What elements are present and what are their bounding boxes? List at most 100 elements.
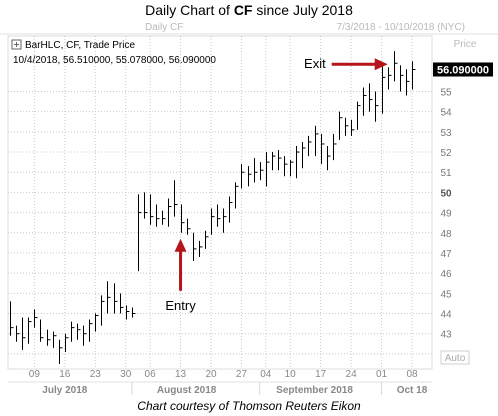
last-price-tag: 56.090000 bbox=[433, 62, 493, 76]
price-bar bbox=[388, 67, 392, 90]
price-bar bbox=[138, 194, 142, 272]
price-bar bbox=[284, 156, 288, 177]
y-tick-label: 45 bbox=[440, 289, 452, 300]
series-legend[interactable]: BarHLC, CF, Trade Price bbox=[11, 39, 135, 51]
y-axis-ticks: 4243444546474849505152535455 bbox=[440, 87, 452, 360]
price-bar bbox=[217, 204, 221, 227]
price-bar bbox=[199, 240, 203, 257]
x-tick-label: 30 bbox=[120, 369, 132, 380]
x-tick-label: 20 bbox=[205, 369, 217, 380]
price-bar bbox=[59, 339, 63, 364]
price-bar bbox=[248, 166, 252, 187]
price-bar bbox=[345, 117, 349, 136]
x-tick-label: 13 bbox=[175, 369, 187, 380]
price-bar bbox=[296, 145, 300, 179]
price-bar bbox=[71, 321, 75, 342]
price-bar bbox=[235, 182, 239, 209]
price-bar bbox=[375, 91, 379, 122]
price-bar bbox=[315, 125, 319, 157]
x-tick-label: 10 bbox=[285, 369, 297, 380]
price-bar bbox=[363, 87, 367, 116]
price-bar bbox=[162, 210, 166, 225]
price-bar bbox=[406, 69, 410, 96]
price-bar bbox=[150, 194, 154, 225]
price-bar bbox=[120, 293, 124, 314]
price-bar bbox=[168, 198, 172, 227]
price-bar bbox=[308, 135, 312, 157]
price-bar bbox=[126, 305, 130, 320]
price-bar bbox=[278, 150, 282, 171]
y-tick-label: 44 bbox=[440, 310, 452, 321]
plot-area bbox=[7, 35, 433, 370]
y-tick-label: 48 bbox=[440, 229, 452, 240]
ohlc-bars bbox=[10, 51, 416, 364]
x-tick-label: 24 bbox=[346, 369, 358, 380]
y-tick-label: 51 bbox=[440, 168, 452, 179]
price-bar bbox=[83, 325, 87, 346]
price-bar bbox=[382, 65, 386, 114]
price-bar bbox=[339, 111, 343, 140]
price-bar bbox=[107, 281, 111, 314]
price-bar bbox=[77, 323, 81, 340]
y-tick-label: 47 bbox=[440, 249, 452, 260]
series-values: 10/4/2018, 56.510000, 55.078000, 56.0900… bbox=[13, 55, 216, 66]
arrow-head bbox=[174, 238, 187, 252]
y-tick-label: 54 bbox=[440, 108, 452, 119]
price-bar bbox=[272, 152, 276, 171]
price-bar bbox=[266, 152, 270, 187]
y-axis-label: Price bbox=[454, 39, 477, 50]
annotation-entry: Entry bbox=[165, 238, 196, 313]
date-range: 7/3/2018 - 10/10/2018 (NYC) bbox=[337, 22, 465, 33]
price-bar bbox=[174, 180, 178, 217]
x-tick-label: 06 bbox=[145, 369, 157, 380]
x-tick-label: 01 bbox=[376, 369, 388, 380]
last-price-value: 56.090000 bbox=[437, 64, 489, 76]
price-bar bbox=[357, 101, 361, 130]
price-bar bbox=[394, 51, 398, 82]
price-bar bbox=[114, 283, 118, 314]
y-tick-label: 50 bbox=[440, 188, 452, 199]
caption: Chart courtesy of Thomson Reuters Eikon bbox=[137, 399, 361, 413]
price-bar bbox=[34, 309, 38, 328]
price-bar bbox=[95, 313, 99, 332]
series-name: BarHLC, CF, Trade Price bbox=[25, 40, 135, 51]
price-bar bbox=[321, 133, 325, 165]
y-tick-label: 43 bbox=[440, 330, 452, 341]
x-axis-ticks: 09 16 23 30 06 13 20 27 04 10 17 24 01 08 bbox=[29, 369, 418, 380]
chart-subtitle: Daily CF bbox=[145, 22, 183, 33]
price-bar bbox=[241, 164, 245, 189]
x-tick-label: 08 bbox=[406, 369, 418, 380]
price-bar bbox=[290, 160, 294, 177]
x-month-label: Oct 18 bbox=[397, 385, 428, 396]
y-tick-label: 46 bbox=[440, 269, 452, 280]
price-bar bbox=[223, 208, 227, 233]
price-bar bbox=[156, 204, 160, 227]
price-bar bbox=[229, 196, 233, 223]
annotation-label: Exit bbox=[304, 56, 326, 71]
x-month-label: August 2018 bbox=[157, 385, 217, 396]
annotation-exit: Exit bbox=[304, 56, 388, 71]
price-bar bbox=[53, 331, 57, 348]
price-bar bbox=[254, 158, 258, 183]
x-month-label: July 2018 bbox=[42, 385, 87, 396]
price-bar bbox=[327, 145, 331, 171]
price-bar bbox=[351, 119, 355, 136]
annotation-label: Entry bbox=[165, 298, 196, 313]
auto-scale-label: Auto bbox=[445, 353, 466, 364]
series-settings-icon[interactable] bbox=[11, 39, 22, 50]
x-month-label: September 2018 bbox=[276, 385, 353, 396]
price-bar bbox=[187, 218, 191, 235]
annotations: Entry Exit bbox=[165, 56, 388, 313]
x-tick-label: 27 bbox=[236, 369, 248, 380]
x-tick-label: 04 bbox=[260, 369, 272, 380]
price-bar bbox=[205, 230, 209, 249]
x-tick-label: 17 bbox=[315, 369, 327, 380]
price-bar bbox=[28, 317, 32, 344]
auto-scale-button[interactable]: Auto bbox=[440, 350, 470, 365]
price-bar bbox=[302, 141, 306, 169]
price-bar bbox=[132, 307, 136, 318]
price-bar bbox=[333, 133, 337, 161]
price-bar bbox=[10, 301, 14, 336]
price-bar bbox=[89, 319, 93, 342]
